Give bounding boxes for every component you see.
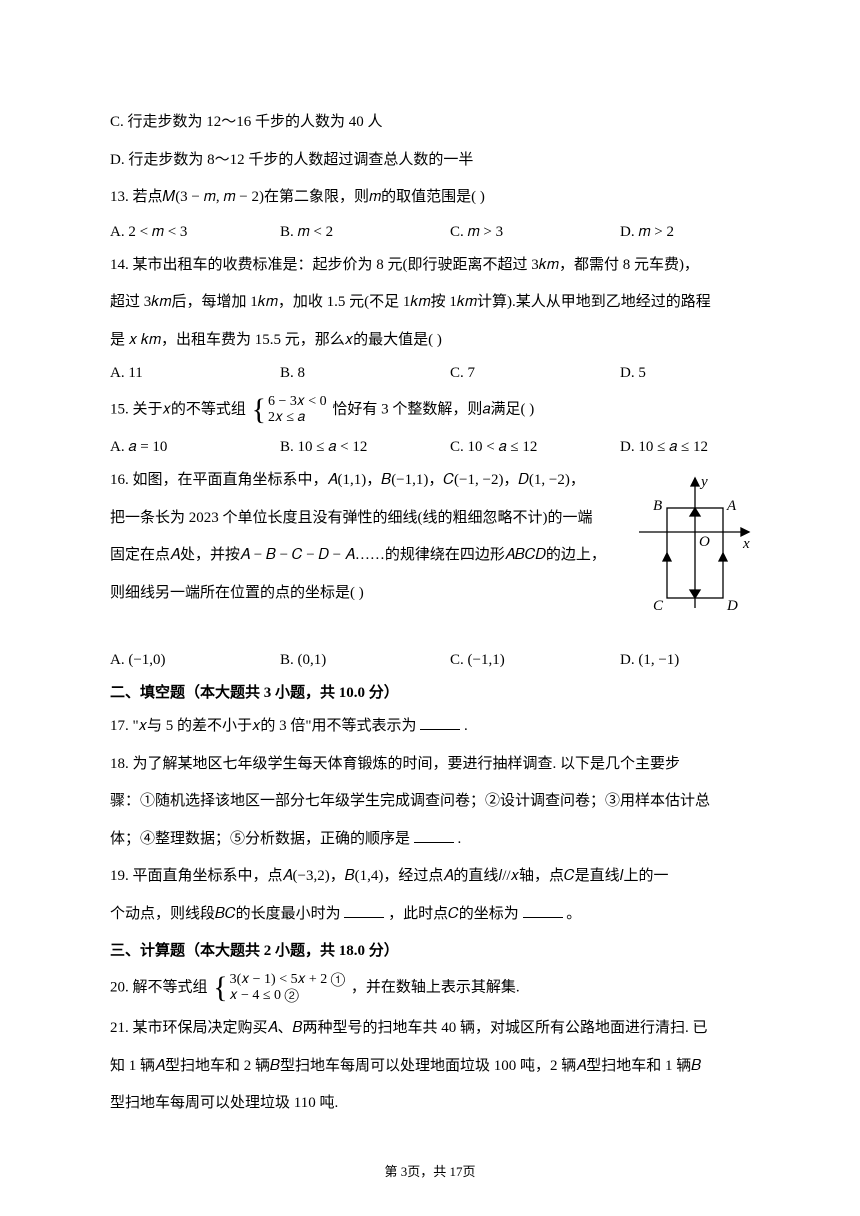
left-brace-icon: { [213, 973, 227, 1003]
q16-line-3: 固定在点𝐴处，并按𝐴 − 𝐵 − 𝐶 − 𝐷 − 𝐴……的规律绕在四边形𝐴𝐵𝐶𝐷… [110, 543, 631, 569]
q14-line-1: 14. 某市出租车的收费标准是：起步价为 8 元(即行驶距离不超过 3𝑘𝑚，都需… [110, 253, 755, 279]
point-a-label: A [726, 498, 737, 514]
point-d-label: D [726, 598, 738, 612]
point-c-label: C [653, 598, 664, 612]
q12-option-d: D. 行走步数为 8～12 千步的人数超过调查总人数的一半 [110, 148, 755, 174]
q14-options: A. 11 B. 8 C. 7 D. 5 [110, 365, 755, 382]
q16-figure: y x O A B C D [637, 468, 755, 618]
point-b-label: B [653, 498, 662, 514]
q19-line-1: 19. 平面直角坐标系中，点𝐴(−3,2)，𝐵(1,4)，经过点𝐴的直线𝑙//𝑥… [110, 864, 755, 890]
q13-option-c: C. 𝑚 > 3 [450, 223, 620, 241]
q17-before: 17. "𝑥与 5 的差不小于𝑥的 3 倍"用不等式表示为 [110, 718, 416, 734]
q18-line-3: 体；④整理数据；⑤分析数据，正确的顺序是 . [110, 827, 755, 853]
q15-stem-before: 15. 关于𝑥的不等式组 [110, 401, 246, 417]
q15-sys-top: 6 − 3𝑥 < 0 [268, 394, 327, 410]
q13-option-a: A. 2 < 𝑚 < 3 [110, 223, 280, 241]
q20-stem-before: 20. 解不等式组 [110, 979, 208, 995]
page-footer: 第 3页，共 17页 [0, 1161, 860, 1180]
q13-stem: 13. 若点𝑀(3 − 𝑚, 𝑚 − 2)在第二象限，则𝑚的取值范围是( ) [110, 185, 755, 211]
q16-option-d: D. (1, −1) [620, 652, 760, 669]
origin-label: O [699, 534, 710, 550]
q16-line-2: 把一条长为 2023 个单位长度且没有弹性的细线(线的粗细忽略不计)的一端 [110, 506, 631, 532]
q19-l2-before: 个动点，则线段𝐵𝐶的长度最小时为 [110, 906, 341, 922]
q18-line-2: 骤：①随机选择该地区一部分七年级学生完成调查问卷；②设计调查问卷；③用样本估计总 [110, 789, 755, 815]
q14-line-2: 超过 3𝑘𝑚后，每增加 1𝑘𝑚，加收 1.5 元(不足 1𝑘𝑚按 1𝑘𝑚计算).… [110, 290, 755, 316]
q16-options: A. (−1,0) B. (0,1) C. (−1,1) D. (1, −1) [110, 652, 755, 669]
q13-option-b: B. 𝑚 < 2 [280, 223, 450, 241]
q16-line-1: 16. 如图，在平面直角坐标系中，𝐴(1,1)，𝐵(−1,1)，𝐶(−1, −2… [110, 468, 631, 494]
q19-blank-2 [523, 903, 563, 918]
q17-after: . [464, 718, 468, 734]
q18-line-1: 18. 为了解某地区七年级学生每天体育锻炼的时间，要进行抽样调查. 以下是几个主… [110, 752, 755, 778]
q15-system: { 6 − 3𝑥 < 0 2𝑥 ≤ 𝑎 [252, 394, 327, 426]
section-calc-title: 三、计算题（本大题共 2 小题，共 18.0 分） [110, 939, 755, 960]
q14-option-d: D. 5 [620, 365, 760, 382]
q18-l3-after: . [458, 831, 462, 847]
q20-system: { 3(𝑥 − 1) < 5𝑥 + 2 ① 𝑥 − 4 ≤ 0 ② [213, 972, 345, 1004]
axis-x-label: x [742, 536, 750, 552]
q15-sys-bot: 2𝑥 ≤ 𝑎 [268, 410, 327, 426]
q15-option-c: C. 10 < 𝑎 ≤ 12 [450, 438, 620, 456]
q20-stem-after: ，并在数轴上表示其解集. [351, 979, 520, 995]
q14-option-a: A. 11 [110, 365, 280, 382]
q21-line-1: 21. 某市环保局决定购买𝐴、𝐵两种型号的扫地车共 40 辆，对城区所有公路地面… [110, 1016, 755, 1042]
left-brace-icon: { [252, 395, 266, 425]
q19-line-2: 个动点，则线段𝐵𝐶的长度最小时为 ，此时点𝐶的坐标为 。 [110, 902, 755, 928]
section-fill-title: 二、填空题（本大题共 3 小题，共 10.0 分） [110, 681, 755, 702]
q16-line-4: 则细线另一端所在位置的点的坐标是( ) [110, 581, 631, 607]
q15-options: A. 𝑎 = 10 B. 10 ≤ 𝑎 < 12 C. 10 < 𝑎 ≤ 12 … [110, 438, 755, 456]
q19-l2-mid: ，此时点𝐶的坐标为 [388, 906, 519, 922]
q15-stem-after: 恰好有 3 个整数解，则𝑎满足( ) [332, 401, 534, 417]
q15-option-b: B. 10 ≤ 𝑎 < 12 [280, 438, 450, 456]
q13-option-d: D. 𝑚 > 2 [620, 223, 760, 241]
q16-option-c: C. (−1,1) [450, 652, 620, 669]
q17: 17. "𝑥与 5 的差不小于𝑥的 3 倍"用不等式表示为 . [110, 714, 755, 740]
q21-line-2: 知 1 辆𝐴型扫地车和 2 辆𝐵型扫地车每周可以处理地面垃圾 100 吨，2 辆… [110, 1054, 755, 1080]
q12-option-c: C. 行走步数为 12～16 千步的人数为 40 人 [110, 110, 755, 136]
q15-option-a: A. 𝑎 = 10 [110, 438, 280, 456]
axis-y-label: y [699, 474, 708, 490]
q17-blank [420, 715, 460, 730]
q14-line-3: 是 𝑥 𝑘𝑚，出租车费为 15.5 元，那么𝑥的最大值是( ) [110, 328, 755, 354]
q19-l2-after: 。 [566, 906, 581, 922]
q15-option-d: D. 10 ≤ 𝑎 ≤ 12 [620, 438, 760, 456]
q14-option-b: B. 8 [280, 365, 450, 382]
q21-line-3: 型扫地车每周可以处理垃圾 110 吨. [110, 1091, 755, 1117]
q20-sys-top: 3(𝑥 − 1) < 5𝑥 + 2 ① [230, 972, 345, 988]
q18-blank [414, 828, 454, 843]
q15-stem: 15. 关于𝑥的不等式组 { 6 − 3𝑥 < 0 2𝑥 ≤ 𝑎 恰好有 3 个… [110, 394, 755, 426]
q20-sys-bot: 𝑥 − 4 ≤ 0 ② [230, 988, 345, 1004]
q13-options: A. 2 < 𝑚 < 3 B. 𝑚 < 2 C. 𝑚 > 3 D. 𝑚 > 2 [110, 223, 755, 241]
q16-option-b: B. (0,1) [280, 652, 450, 669]
q14-option-c: C. 7 [450, 365, 620, 382]
q20-stem: 20. 解不等式组 { 3(𝑥 − 1) < 5𝑥 + 2 ① 𝑥 − 4 ≤ … [110, 972, 755, 1004]
q19-blank-1 [344, 903, 384, 918]
q18-l3-before: 体；④整理数据；⑤分析数据，正确的顺序是 [110, 831, 410, 847]
q16-option-a: A. (−1,0) [110, 652, 280, 669]
